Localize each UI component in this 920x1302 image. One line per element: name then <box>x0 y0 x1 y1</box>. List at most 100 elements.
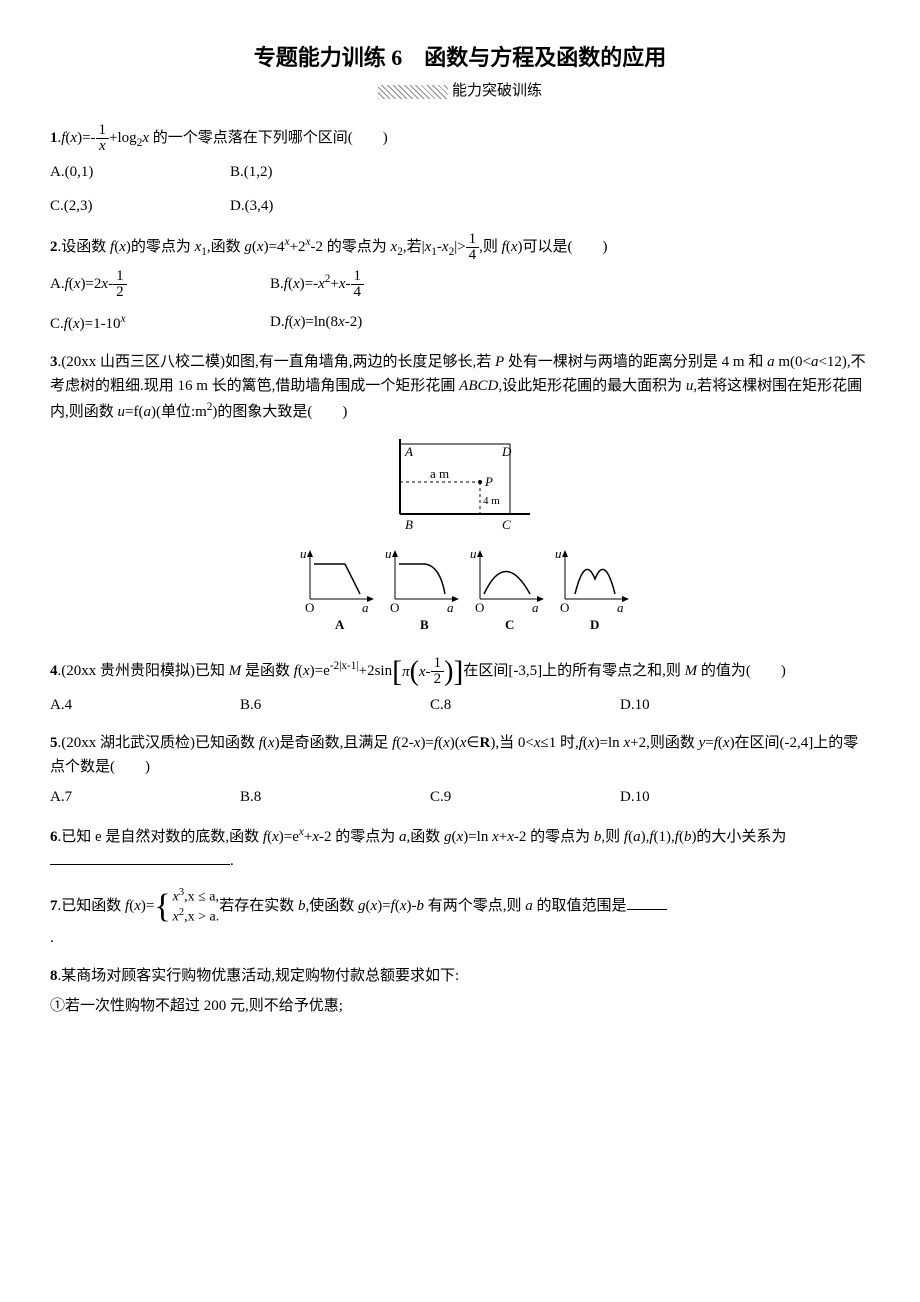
svg-text:a: a <box>532 600 539 615</box>
question-7: 7.已知函数 f(x)={x3,x ≤ a,x2,x > a.若存在实数 b,使… <box>50 887 870 950</box>
q7-g: g <box>358 898 366 914</box>
q2-opt-b: B.f(x)=-x2+x-14 <box>270 269 430 300</box>
hatch-decoration <box>378 85 448 99</box>
q5-f3: f <box>434 735 438 751</box>
q4-M: M <box>229 663 242 679</box>
q5-R: R <box>480 735 491 751</box>
svg-text:a: a <box>447 600 454 615</box>
q3-num: 3 <box>50 354 58 370</box>
q5-t7: ≤1 时, <box>540 735 578 751</box>
q6-x5: x <box>507 829 514 845</box>
q6-f: f <box>263 829 267 845</box>
q4-a: A.4 <box>50 693 200 717</box>
q6-t11: )的大小关系为 <box>691 829 786 845</box>
q5-t3: )= <box>420 735 433 751</box>
q2-x: x <box>119 239 126 255</box>
q3-ueq: u <box>118 404 126 420</box>
q4-b: B.6 <box>240 693 390 717</box>
q2-g: g <box>244 239 252 255</box>
q5-x3: x <box>443 735 450 751</box>
svg-text:u: u <box>555 546 562 561</box>
q6-num: 6 <box>50 829 58 845</box>
q2-t5: +2 <box>290 239 306 255</box>
q2-f: f <box>110 239 114 255</box>
q2a-frac: 12 <box>113 269 127 300</box>
q2b-d: 4 <box>351 285 365 300</box>
question-6: 6.已知 e 是自然对数的底数,函数 f(x)=ex+x-2 的零点为 a,函数… <box>50 823 870 873</box>
q7-t2: 若存在实数 <box>219 898 298 914</box>
q3-lb: B <box>420 617 429 632</box>
q6-per: . <box>230 853 234 869</box>
q7-x: x <box>134 898 141 914</box>
q5-f: f <box>259 735 263 751</box>
q7-piecewise: {x3,x ≤ a,x2,x > a. <box>154 887 219 926</box>
q7-t3: ,使函数 <box>306 898 359 914</box>
q2-t9: |> <box>454 239 465 255</box>
q3-abcd: ABCD <box>459 378 498 394</box>
q1-num: 1 <box>50 130 58 146</box>
q2-opt-c: C.f(x)=1-10x <box>50 310 210 336</box>
q7-blank <box>627 894 667 910</box>
q5-options: A.7 B.8 C.9 D.10 <box>50 785 870 809</box>
q4-in: 1 <box>431 656 445 672</box>
q3-t5: ,设此矩形花圃的最大面积为 <box>498 378 686 394</box>
q5-x6: x <box>588 735 595 751</box>
q7-f2: f <box>391 898 395 914</box>
q6-t7: + <box>499 829 507 845</box>
q4-se: -2|x-1| <box>330 660 359 672</box>
q6-t2: )=e <box>279 829 299 845</box>
q2-t7: ,若| <box>403 239 425 255</box>
q2-options-row2: C.f(x)=1-10x D.f(x)=ln(8x-2) <box>50 310 870 336</box>
q5-x: x <box>268 735 275 751</box>
q2b-x: x <box>293 276 300 292</box>
q7-c2c: ,x > a. <box>184 909 219 924</box>
question-8: 8.某商场对顾客实行购物优惠活动,规定购物付款总额要求如下: <box>50 964 870 988</box>
q2a-m: )=2 <box>80 276 101 292</box>
q5-f5: f <box>714 735 718 751</box>
q6-f3: f <box>675 829 679 845</box>
q6-t9: ,则 <box>601 829 624 845</box>
q1-tail: 的一个零点落在下列哪个区间( ) <box>149 130 388 146</box>
q3-a: a <box>767 354 775 370</box>
q6-x: x <box>272 829 279 845</box>
q2a-d: 2 <box>113 285 127 300</box>
q2-gx: x <box>257 239 264 255</box>
q4-t4: 在区间[-3,5]上的所有零点之和,则 <box>463 663 684 679</box>
q3-svg: A D B C a m P 4 m uOa A uOa B <box>260 434 660 634</box>
q1-f: f <box>61 130 65 146</box>
q5-t1: )是奇函数,且满足 <box>275 735 393 751</box>
svg-text:O: O <box>475 600 484 615</box>
q2b-x3: x <box>339 276 346 292</box>
q5-t6: ),当 0< <box>490 735 533 751</box>
q2-fn: 1 <box>466 232 480 248</box>
q2-t6: -2 的零点为 <box>311 239 391 255</box>
q3-t8: )的图象大致是( ) <box>212 404 347 420</box>
svg-text:u: u <box>470 546 477 561</box>
q2b-f: f <box>284 276 288 292</box>
q2-opt-d: D.f(x)=ln(8x-2) <box>270 310 430 336</box>
q2b-frac: 14 <box>351 269 365 300</box>
question-4: 4.(20xx 贵州贵阳模拟)已知 M 是函数 f(x)=e-2|x-1|+2s… <box>50 656 870 687</box>
q7-a: a <box>525 898 533 914</box>
q4-t2: )=e <box>310 663 330 679</box>
q3-P: P <box>495 354 504 370</box>
q5-t2: (2- <box>396 735 414 751</box>
q7-t4: )= <box>377 898 390 914</box>
q2-t3: ,函数 <box>207 239 245 255</box>
q6-f2: f <box>624 829 628 845</box>
q2c-x: x <box>73 316 80 332</box>
q6-t6: )=ln <box>463 829 492 845</box>
q4-options: A.4 B.6 C.8 D.10 <box>50 693 870 717</box>
q3-4m: 4 m <box>483 495 500 507</box>
question-2: 2.设函数 f(x)的零点为 x1,函数 g(x)=4x+2x-2 的零点为 x… <box>50 232 870 263</box>
q5-b: B.8 <box>240 785 390 809</box>
q2d-m: )=ln(8 <box>300 314 338 330</box>
q2b-x2: x <box>318 276 325 292</box>
page-title: 专题能力训练 6 函数与方程及函数的应用 <box>50 40 870 75</box>
q2d-pre: D. <box>270 314 285 330</box>
q5-c: C.9 <box>430 785 580 809</box>
q8-t1: .某商场对顾客实行购物优惠活动,规定购物付款总额要求如下: <box>58 968 460 984</box>
q6-x4: x <box>492 829 499 845</box>
q3-eqf: =f( <box>125 404 143 420</box>
q6-blank <box>50 849 230 865</box>
